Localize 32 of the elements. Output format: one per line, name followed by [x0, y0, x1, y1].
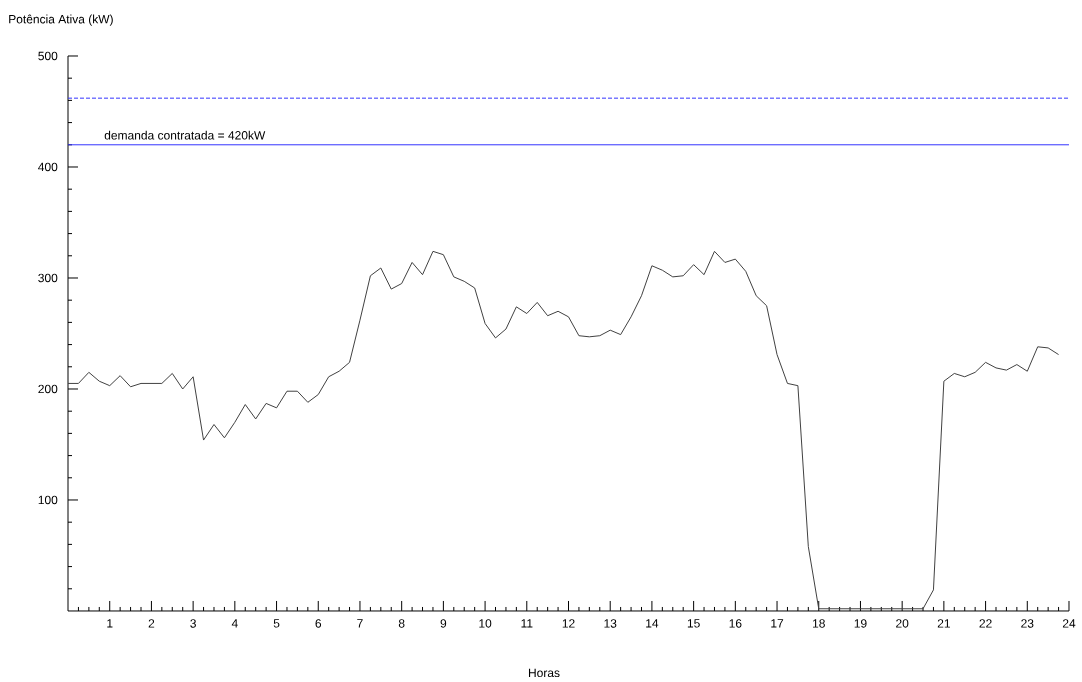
y-tick-label: 300	[38, 273, 58, 283]
x-tick-label: 24	[1062, 619, 1076, 628]
x-tick-label: 15	[687, 619, 700, 628]
y-tick-label: 400	[38, 162, 58, 172]
ref-line-label: demanda contratada = 420kW	[104, 130, 266, 140]
x-tick-label: 8	[398, 619, 405, 628]
x-tick-label: 18	[813, 619, 825, 628]
x-axis-title: Horas	[528, 668, 560, 678]
y-axis-title: Potência Ativa (kW)	[9, 14, 113, 26]
x-tick-label: 19	[854, 619, 867, 628]
x-tick-label: 7	[357, 619, 363, 628]
x-tick-label: 6	[315, 619, 322, 628]
x-tick-label: 10	[479, 619, 492, 628]
x-tick-label: 14	[646, 619, 659, 628]
x-tick-label: 17	[771, 619, 784, 628]
x-tick-label: 11	[521, 619, 533, 628]
y-tick-label: 200	[38, 384, 58, 394]
x-tick-label: 2	[148, 619, 155, 628]
x-tick-label: 23	[1021, 619, 1034, 628]
x-tick-label: 21	[937, 619, 950, 628]
x-tick-label: 3	[190, 619, 196, 628]
x-tick-label: 9	[440, 619, 447, 628]
x-tick-label: 20	[896, 619, 909, 628]
x-tick-label: 12	[562, 619, 575, 628]
y-tick-label: 500	[38, 51, 58, 61]
x-tick-label: 22	[979, 619, 992, 628]
x-tick-label: 4	[231, 619, 238, 628]
y-tick-label: 100	[38, 495, 58, 505]
x-tick-label: 13	[604, 619, 617, 628]
x-tick-label: 5	[273, 619, 280, 628]
x-tick-label: 1	[107, 619, 113, 628]
x-tick-label: 16	[729, 619, 742, 628]
